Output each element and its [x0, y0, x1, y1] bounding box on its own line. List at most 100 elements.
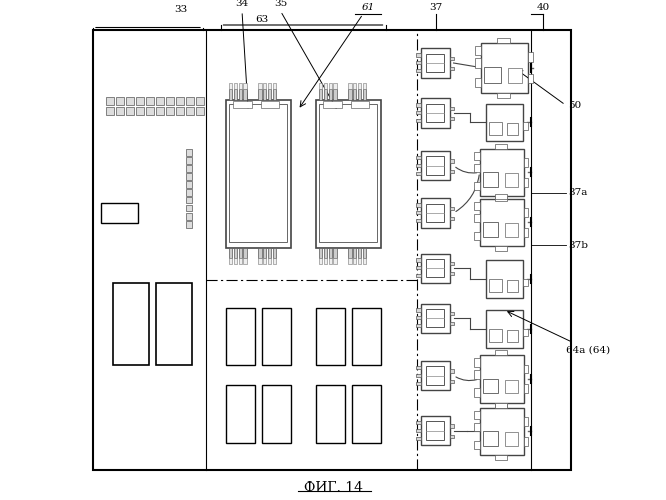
Bar — [319, 90, 322, 100]
Bar — [495, 403, 507, 407]
Bar — [234, 84, 237, 89]
Bar — [362, 84, 366, 89]
Bar — [258, 90, 262, 100]
Bar — [319, 248, 322, 258]
Text: 34: 34 — [235, 0, 248, 8]
Bar — [362, 258, 366, 264]
Bar — [243, 84, 247, 89]
Bar — [416, 172, 420, 175]
Bar — [495, 402, 507, 407]
Bar — [348, 258, 352, 264]
Bar — [483, 379, 498, 393]
Bar — [420, 361, 450, 390]
Bar — [505, 223, 518, 236]
Bar — [490, 279, 502, 292]
Text: 50: 50 — [568, 100, 581, 110]
Bar — [420, 304, 450, 332]
Bar — [416, 164, 420, 167]
Bar — [115, 96, 124, 105]
Bar — [145, 96, 154, 105]
Bar — [234, 90, 237, 100]
Bar — [316, 308, 344, 365]
Bar — [484, 68, 501, 82]
Bar — [416, 374, 420, 377]
Bar — [474, 202, 480, 210]
Bar — [316, 385, 344, 442]
Bar — [523, 228, 528, 236]
Bar — [229, 104, 286, 242]
Bar — [416, 69, 420, 72]
Bar — [416, 308, 420, 312]
Bar — [480, 355, 523, 403]
Bar — [243, 258, 247, 264]
Bar — [450, 272, 454, 275]
Bar — [186, 213, 192, 220]
Bar — [495, 246, 507, 251]
Bar — [226, 100, 290, 248]
Bar — [243, 248, 247, 258]
Bar — [450, 262, 454, 265]
Text: 33: 33 — [174, 4, 187, 14]
Bar — [450, 370, 454, 372]
Bar — [328, 84, 332, 89]
Bar — [508, 68, 522, 82]
Text: 37: 37 — [430, 2, 443, 12]
Bar — [416, 212, 420, 214]
Bar — [352, 308, 381, 365]
Bar — [353, 258, 356, 264]
Bar — [426, 366, 444, 385]
Text: 64a (64): 64a (64) — [565, 346, 609, 354]
Bar — [475, 46, 480, 55]
Bar — [262, 385, 291, 442]
Bar — [505, 173, 518, 186]
Bar — [416, 119, 420, 122]
Bar — [362, 248, 366, 258]
Bar — [416, 156, 420, 159]
Bar — [272, 84, 276, 89]
Bar — [155, 106, 164, 115]
Bar — [523, 278, 527, 286]
Bar — [474, 370, 480, 379]
Bar — [416, 429, 420, 432]
Bar — [450, 117, 454, 120]
Bar — [480, 198, 523, 246]
Bar — [420, 254, 450, 282]
Bar — [324, 258, 327, 264]
Bar — [155, 282, 192, 365]
Bar — [101, 204, 138, 223]
Bar — [319, 84, 322, 89]
Bar — [416, 436, 420, 440]
Bar — [474, 422, 480, 431]
Bar — [450, 107, 454, 110]
Bar — [497, 38, 510, 43]
Bar — [523, 329, 527, 336]
Bar — [416, 219, 420, 222]
Bar — [186, 106, 194, 115]
Bar — [450, 170, 454, 173]
Bar — [358, 90, 362, 100]
Bar — [528, 74, 533, 82]
Bar — [324, 90, 327, 100]
Bar — [155, 96, 164, 105]
Bar — [358, 84, 362, 89]
Bar — [238, 258, 242, 264]
Bar — [238, 248, 242, 258]
Bar — [523, 384, 528, 393]
Bar — [475, 78, 480, 86]
Bar — [426, 156, 444, 175]
Bar — [505, 432, 518, 446]
Bar — [268, 248, 271, 258]
Bar — [474, 232, 480, 240]
Bar — [268, 84, 271, 89]
Bar — [328, 90, 332, 100]
Bar — [426, 258, 444, 278]
Bar — [450, 380, 454, 383]
Bar — [93, 30, 571, 470]
Bar — [490, 122, 502, 136]
Bar — [523, 364, 528, 373]
Bar — [176, 106, 184, 115]
Bar — [450, 57, 454, 60]
Bar — [426, 104, 444, 122]
Bar — [186, 181, 192, 188]
Bar — [238, 84, 242, 89]
